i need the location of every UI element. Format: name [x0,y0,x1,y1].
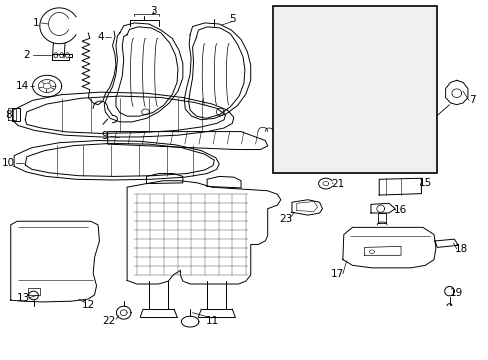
Text: 16: 16 [393,206,406,216]
Text: 15: 15 [418,178,431,188]
Text: 8: 8 [5,110,12,120]
Text: 12: 12 [81,300,95,310]
Text: 18: 18 [454,244,467,254]
Text: 14: 14 [16,81,29,91]
Text: 4: 4 [97,32,103,41]
Text: 17: 17 [330,269,343,279]
Text: 21: 21 [331,179,344,189]
Text: 9: 9 [101,131,107,141]
Bar [272,6,436,173]
Text: 23: 23 [279,214,292,224]
Text: 1: 1 [33,18,40,28]
Text: 6: 6 [347,161,354,171]
Text: 10: 10 [2,158,15,168]
Text: 19: 19 [449,288,463,298]
Text: 7: 7 [468,95,475,105]
Text: 2: 2 [23,50,30,60]
Text: 11: 11 [205,316,218,325]
Text: 20: 20 [341,153,353,163]
Text: 5: 5 [228,14,235,24]
Text: 3: 3 [150,6,157,16]
Text: 22: 22 [102,316,116,325]
Text: 13: 13 [17,293,30,303]
